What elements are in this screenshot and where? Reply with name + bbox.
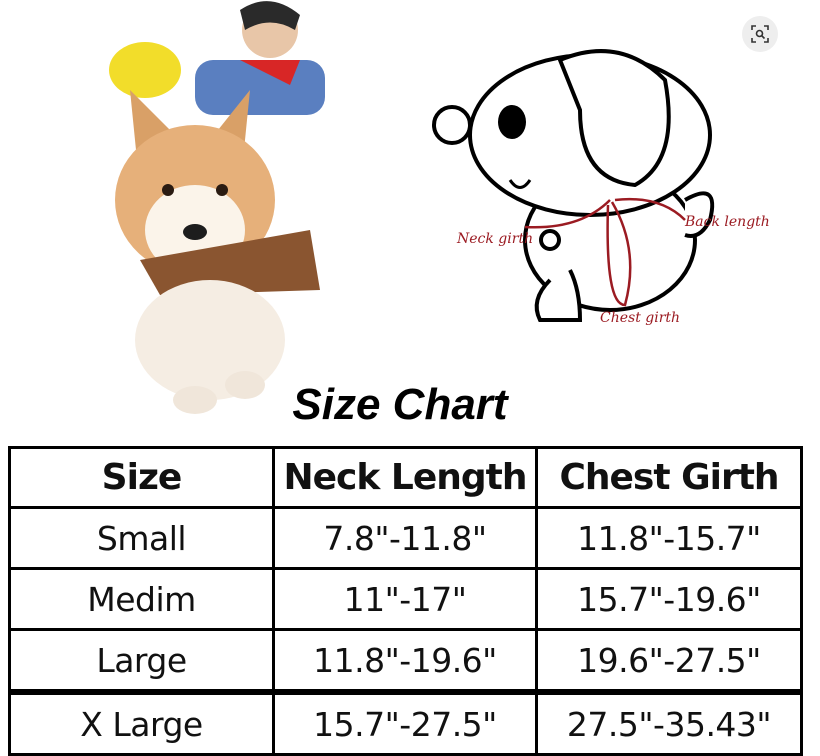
table-header-row: Size Neck Length Chest Girth <box>8 446 803 509</box>
chest-cell: 27.5"-35.43" <box>535 689 803 756</box>
neck-cell: 11"-17" <box>272 567 538 631</box>
diagram-dog-ear <box>557 49 671 188</box>
size-chart-table: Size Neck Length Chest Girth Small 7.8"-… <box>8 446 803 756</box>
neck-girth-label: Neck girth <box>456 231 533 247</box>
table-row: Medim 11"-17" 15.7"-19.6" <box>8 567 803 631</box>
header-size: Size <box>8 446 275 509</box>
costume-saddle <box>140 230 320 295</box>
lens-search-icon <box>751 25 769 43</box>
chest-girth-line <box>606 201 632 307</box>
header-neck-length: Neck Length <box>272 446 538 509</box>
table-row: X Large 15.7"-27.5" 27.5"-35.43" <box>8 689 803 756</box>
neck-cell: 15.7"-27.5" <box>272 689 538 756</box>
size-cell: X Large <box>8 689 275 756</box>
header-chest-girth: Chest Girth <box>535 446 803 509</box>
table-row: Small 7.8"-11.8" 11.8"-15.7" <box>8 506 803 570</box>
corgi-cowboy-costume-photo <box>109 1 325 414</box>
chest-girth-label: Chest girth <box>600 310 680 326</box>
measurement-diagram: Neck girth Back length Chest girth <box>432 49 770 326</box>
visual-search-button[interactable] <box>742 16 778 52</box>
size-cell: Small <box>8 506 275 570</box>
neck-cell: 7.8"-11.8" <box>272 506 538 570</box>
back-length-label: Back length <box>684 214 770 230</box>
chest-cell: 15.7"-19.6" <box>535 567 803 631</box>
neck-cell: 11.8"-19.6" <box>272 628 538 694</box>
neck-girth-line <box>524 199 611 229</box>
back-length-line <box>614 198 686 221</box>
chest-cell: 11.8"-15.7" <box>535 506 803 570</box>
size-cell: Medim <box>8 567 275 631</box>
table-row: Large 11.8"-19.6" 19.6"-27.5" <box>8 628 803 694</box>
size-cell: Large <box>8 628 275 694</box>
size-chart-title: Size Chart <box>292 380 508 429</box>
cowboy-hat <box>109 42 181 98</box>
chest-cell: 19.6"-27.5" <box>535 628 803 694</box>
